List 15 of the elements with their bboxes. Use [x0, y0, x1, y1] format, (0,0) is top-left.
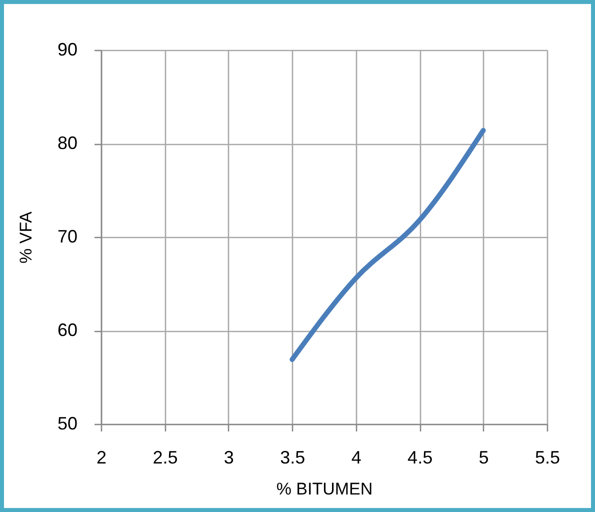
x-tick-label: 4	[351, 448, 362, 468]
x-tick-label: 5	[478, 448, 489, 468]
x-tick-label: 2	[96, 448, 107, 468]
y-tick-label: 70	[57, 226, 78, 246]
x-tick-label: 3.5	[280, 448, 306, 468]
x-tick-label: 5.5	[534, 448, 560, 468]
x-tick-label: 2.5	[152, 448, 178, 468]
y-tick-label: 90	[57, 40, 78, 60]
x-tick-label: 4.5	[408, 448, 433, 468]
y-tick-label: 60	[57, 320, 78, 340]
x-axis-title: % BITUMEN	[276, 480, 373, 498]
y-tick-label: 50	[57, 414, 78, 434]
y-axis-title: % VFA	[16, 210, 36, 264]
x-tick-label: 3	[224, 448, 234, 468]
y-tick-label: 80	[57, 133, 78, 153]
